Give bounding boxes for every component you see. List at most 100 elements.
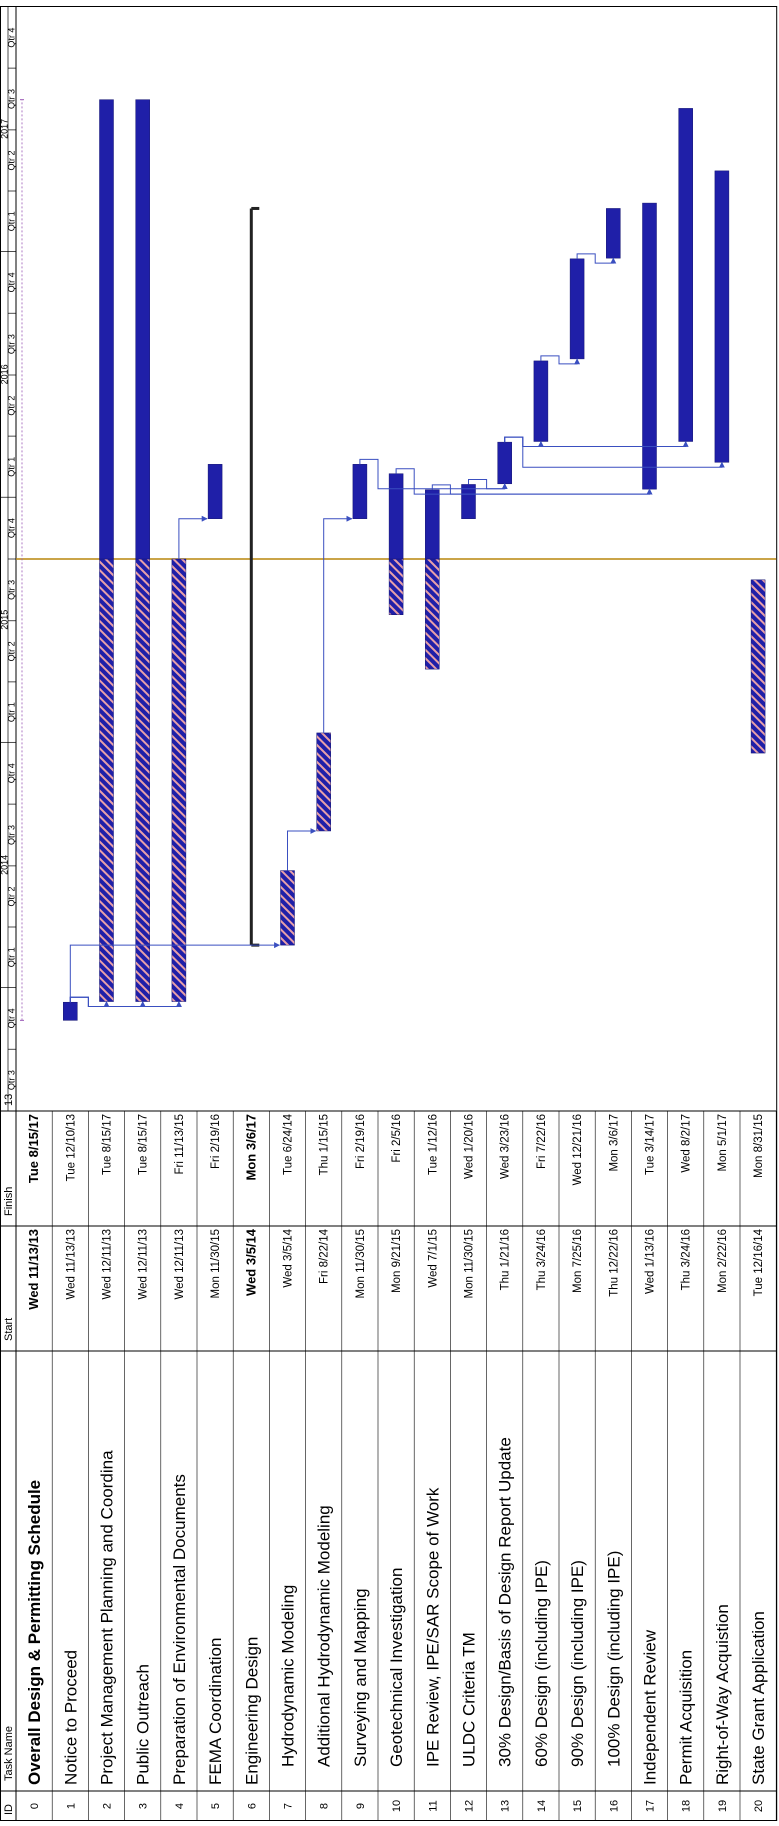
task-finish: Wed 8/2/17 bbox=[681, 1114, 693, 1173]
dependency-link bbox=[323, 515, 353, 733]
task-start: Wed 11/13/13 bbox=[26, 1229, 41, 1310]
task-bar bbox=[135, 99, 150, 560]
task-id: 5 bbox=[210, 1803, 222, 1809]
task-start: Wed 7/1/15 bbox=[427, 1229, 439, 1288]
task-start: Mon 11/30/15 bbox=[355, 1229, 367, 1298]
task-name: 90% Design (including IPE) bbox=[568, 1560, 587, 1767]
task-id: 7 bbox=[283, 1803, 295, 1809]
task-name: FEMA Coordination bbox=[206, 1638, 225, 1785]
quarter-label: Qtr 4 bbox=[7, 763, 17, 783]
task-name: Preparation of Environmental Documents bbox=[170, 1474, 189, 1785]
task-start: Mon 9/21/15 bbox=[391, 1229, 403, 1293]
task-finish: Mon 5/1/17 bbox=[717, 1114, 729, 1172]
task-id: 17 bbox=[645, 1800, 657, 1812]
task-id: 14 bbox=[536, 1800, 548, 1812]
quarter-label: Qtr 3 bbox=[7, 825, 17, 845]
task-name: IPE Review, IPE/SAR Scope of Work bbox=[423, 1487, 442, 1767]
task-start: Mon 7/25/16 bbox=[572, 1229, 584, 1293]
task-id: 9 bbox=[355, 1803, 367, 1809]
task-id: 4 bbox=[174, 1803, 186, 1809]
task-finish: Fri 2/5/16 bbox=[391, 1114, 403, 1163]
header-task-name: Task Name bbox=[3, 1726, 15, 1781]
task-name: State Grant Application bbox=[749, 1611, 768, 1785]
task-id: 12 bbox=[464, 1800, 476, 1812]
task-bar bbox=[99, 99, 114, 560]
task-name: Project Management Planning and Coordina bbox=[98, 1450, 117, 1785]
task-start: Wed 3/5/14 bbox=[283, 1228, 295, 1287]
dependency-link bbox=[69, 996, 182, 1008]
task-bar bbox=[497, 441, 512, 485]
task-rows: 0 Overall Design & Permitting Schedule Wed… bbox=[25, 1111, 777, 1821]
dependency-link bbox=[287, 827, 317, 871]
task-finish: Tue 6/24/14 bbox=[283, 1113, 295, 1175]
task-id: 1 bbox=[65, 1803, 77, 1809]
quarter-label: Qtr 3 bbox=[7, 1070, 17, 1090]
task-bar bbox=[63, 1001, 78, 1021]
task-finish: Wed 12/21/16 bbox=[572, 1114, 584, 1185]
header-id: ID bbox=[3, 1804, 15, 1815]
task-name: Geotechnical Investigation bbox=[387, 1568, 406, 1767]
task-start: Wed 12/11/13 bbox=[138, 1229, 150, 1300]
task-finish: Wed 1/20/16 bbox=[464, 1114, 476, 1179]
task-finish: Fri 2/19/16 bbox=[355, 1114, 367, 1169]
task-finish: Tue 1/12/16 bbox=[427, 1114, 439, 1175]
year-label: 2017 bbox=[0, 119, 10, 139]
header-year-partial: 13 bbox=[3, 1094, 15, 1106]
task-id: 11 bbox=[427, 1800, 439, 1811]
dependency-links bbox=[69, 253, 725, 1008]
task-bar bbox=[678, 108, 693, 442]
quarter-label: Qtr 2 bbox=[7, 150, 17, 170]
dependency-link bbox=[178, 515, 208, 559]
dependency-link bbox=[540, 355, 581, 365]
task-bar-progress bbox=[316, 732, 331, 832]
task-finish: Tue 12/10/13 bbox=[65, 1114, 77, 1181]
year-label: 2014 bbox=[0, 855, 10, 875]
task-start: Mon 11/30/15 bbox=[210, 1229, 222, 1298]
task-id: 10 bbox=[391, 1800, 403, 1812]
task-finish: Fri 2/19/16 bbox=[210, 1114, 222, 1169]
timeline-header: Qtr 3 Qtr 4 Qtr 1 Qtr 2 Qtr 3 Qtr 4 Qtr 1 Qtr 2… bbox=[0, 7, 17, 1112]
task-id: 3 bbox=[138, 1803, 150, 1809]
quarter-label: Qtr 2 bbox=[7, 396, 17, 416]
header-finish: Finish bbox=[3, 1187, 15, 1216]
task-start: Wed 1/13/16 bbox=[645, 1229, 657, 1294]
quarter-label: Qtr 4 bbox=[7, 1008, 17, 1028]
task-bar bbox=[606, 208, 621, 259]
task-start: Wed 12/11/13 bbox=[174, 1229, 186, 1300]
task-id: 18 bbox=[681, 1800, 693, 1812]
task-bar-progress bbox=[171, 558, 187, 1002]
task-finish: Tue 8/15/17 bbox=[102, 1114, 114, 1175]
task-id: 16 bbox=[608, 1800, 620, 1812]
task-name: Engineering Design bbox=[242, 1637, 261, 1785]
task-finish: Tue 8/15/17 bbox=[26, 1114, 41, 1183]
quarter-label: Qtr 1 bbox=[7, 947, 17, 967]
task-name: 30% Design/Basis of Design Report Update bbox=[496, 1437, 515, 1767]
task-start: Wed 3/5/14 bbox=[243, 1228, 258, 1296]
task-name: Notice to Proceed bbox=[61, 1650, 80, 1785]
task-bar bbox=[352, 464, 368, 519]
task-start: Tue 12/16/14 bbox=[753, 1228, 765, 1296]
quarter-label: Qtr 2 bbox=[7, 641, 17, 661]
table-frame bbox=[0, 6, 778, 1821]
task-name: 60% Design (including IPE) bbox=[532, 1560, 551, 1767]
quarter-label: Qtr 4 bbox=[7, 28, 17, 48]
task-bar-progress bbox=[750, 579, 766, 754]
task-start: Thu 3/24/16 bbox=[681, 1229, 693, 1290]
quarter-label: Qtr 1 bbox=[7, 457, 17, 477]
task-bar bbox=[207, 464, 223, 519]
dependency-link bbox=[576, 253, 617, 264]
task-bar bbox=[425, 489, 440, 560]
task-name: ULDC Criteria TM bbox=[460, 1632, 479, 1767]
task-start: Fri 8/22/14 bbox=[319, 1228, 331, 1284]
task-id: 0 bbox=[29, 1803, 41, 1809]
quarter-label: Qtr 1 bbox=[7, 702, 17, 722]
task-finish: Fri 7/22/16 bbox=[536, 1114, 548, 1169]
task-bar-progress bbox=[425, 558, 440, 670]
header-row: ID Task Name Start Finish 13 bbox=[3, 1094, 15, 1815]
quarter-label: Qtr 2 bbox=[7, 886, 17, 906]
task-name: Hydrodynamic Modeling bbox=[279, 1585, 298, 1767]
task-finish: Thu 1/15/15 bbox=[319, 1114, 331, 1175]
quarter-label: Qtr 3 bbox=[7, 580, 17, 600]
task-start: Mon 2/22/16 bbox=[717, 1229, 729, 1293]
